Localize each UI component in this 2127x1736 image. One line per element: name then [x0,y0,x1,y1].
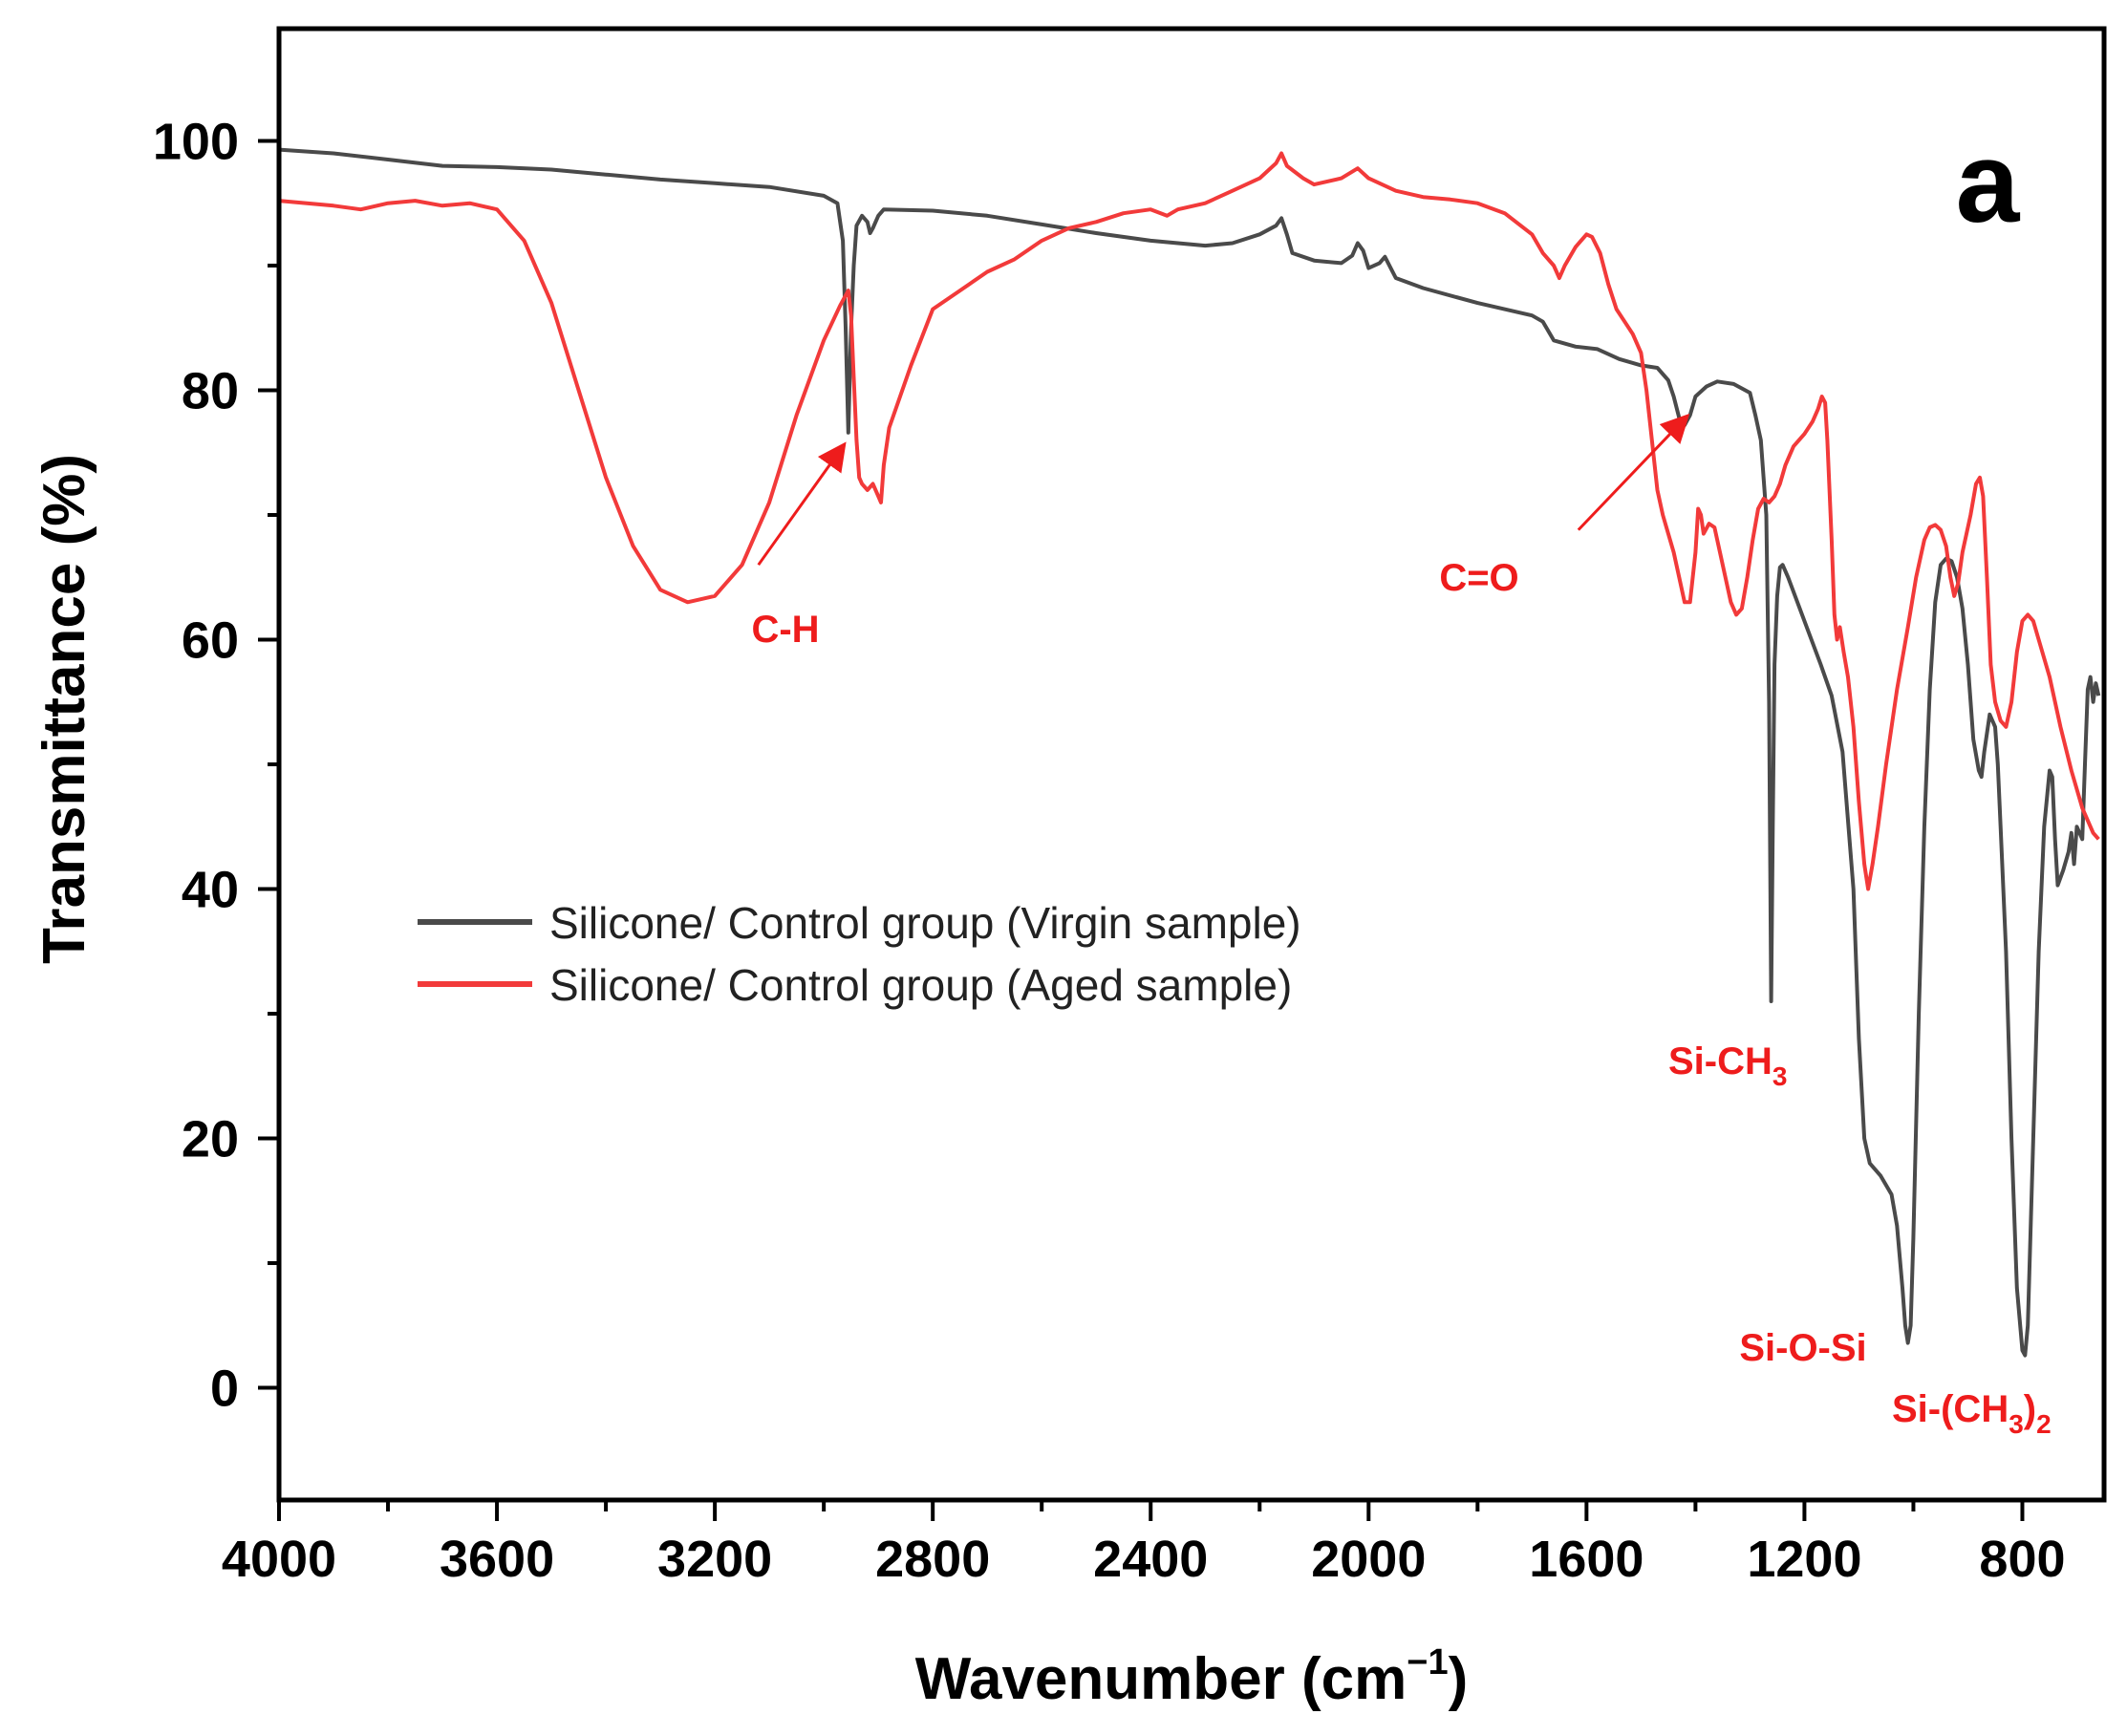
x-axis-title-superscript: −1 [1407,1642,1448,1682]
y-axis-title: Transmittance (%) [32,454,97,964]
legend-label-aged: Silicone/ Control group (Aged sample) [549,960,1292,1010]
y-tick-label: 60 [182,611,239,669]
annotation-si-ch3-sub: 3 [1772,1061,1788,1091]
x-tick-label: 3200 [657,1531,772,1588]
annotation-si-o-si: Si-O-Si [1739,1327,1866,1369]
x-axis-title: Wavenumber (cm−1) [915,1642,1468,1712]
legend: Silicone/ Control group (Virgin sample) … [418,898,1301,1010]
legend-label-virgin: Silicone/ Control group (Virgin sample) [549,898,1301,948]
y-tick-label: 80 [182,362,239,419]
annotation-si-ch3: Si-CH3 [1668,1040,1787,1091]
x-axis-title-main: Wavenumber (cm [915,1646,1407,1712]
series-line-aged [278,151,2100,891]
x-tick-label: 2400 [1093,1531,1208,1588]
y-tick-label: 100 [153,113,239,170]
annotation-arrow-co [1577,413,1690,531]
x-tick-label: 1600 [1529,1531,1644,1588]
annotation-si-ch3-2-main: Si-(CH [1892,1388,2009,1430]
x-tick-label: 2800 [875,1531,990,1588]
annotation-si-ch3-2: Si-(CH3)2 [1892,1388,2052,1439]
annotation-si-ch3-2-suffix-sub: 2 [2036,1409,2052,1439]
x-tick-label: 2000 [1311,1531,1426,1588]
x-tick-label: 3600 [440,1531,554,1588]
series-layer [278,147,2101,1358]
annotation-ch: C-H [751,609,819,651]
annotation-si-ch3-2-sub: 3 [2009,1409,2024,1439]
annotation-si-ch3-2-suffix: ) [2024,1388,2036,1430]
x-tick-label: 4000 [222,1531,336,1588]
x-axis-title-close: ) [1449,1646,1469,1712]
plot-frame [276,26,2107,1503]
x-tick-label: 800 [1979,1531,2065,1588]
annotation-arrow-ch [757,441,847,567]
x-axis-ticks: 4000 3600 3200 2800 2400 2000 1600 1200 800 [222,1500,2066,1588]
y-tick-label: 20 [182,1111,239,1168]
y-axis-ticks: 0 20 40 60 80 100 [153,113,279,1418]
series-line-virgin [278,147,2101,1358]
x-tick-label: 1200 [1747,1531,1861,1588]
annotation-si-ch3-main: Si-CH [1668,1040,1772,1082]
y-tick-label: 40 [182,862,239,919]
annotations: C-H C=O Si-CH3 Si-O-Si Si-(CH3)2 [751,413,2052,1439]
annotation-co: C=O [1439,557,1518,599]
panel-label: a [1956,118,2021,246]
y-tick-label: 0 [210,1361,239,1418]
